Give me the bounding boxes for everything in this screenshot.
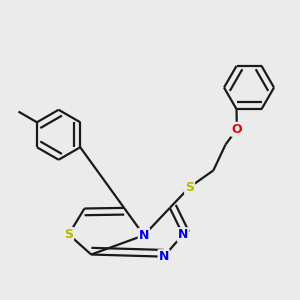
Text: N: N	[178, 228, 188, 241]
Text: N: N	[158, 250, 169, 263]
Text: S: S	[185, 181, 194, 194]
Text: S: S	[64, 228, 73, 241]
Text: O: O	[232, 123, 242, 136]
Text: N: N	[139, 229, 149, 242]
